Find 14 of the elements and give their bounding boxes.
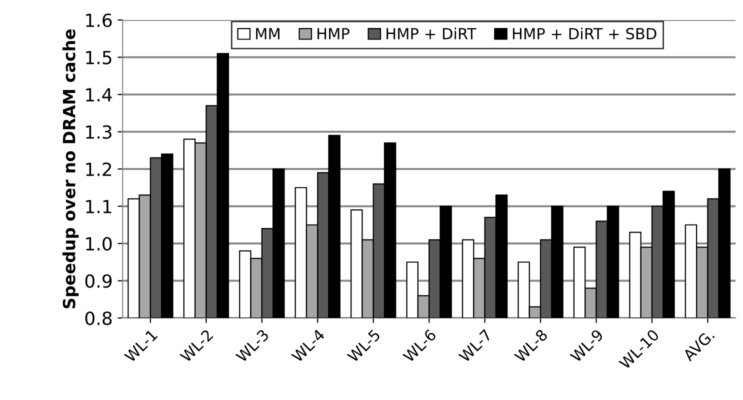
y-tick-label: 0.8 xyxy=(85,311,112,326)
y-tick-label: 1.3 xyxy=(86,125,112,139)
y-tick-label: 1.5 xyxy=(86,50,112,64)
y-tick-label: 0.9 xyxy=(85,274,112,288)
legend-label: HMP + DiRT + SBD xyxy=(512,28,656,40)
legend-label: HMP + DiRT xyxy=(386,28,476,40)
legend-label: HMP xyxy=(318,28,350,40)
y-axis-title: Speedup over no DRAM cache xyxy=(62,29,79,308)
legend-label: MM xyxy=(256,28,280,40)
y-tick-label: 1.1 xyxy=(86,200,112,214)
y-tick-label: 1.4 xyxy=(86,88,112,102)
y-tick-label: 1.6 xyxy=(86,13,112,28)
y-tick-label: 1.0 xyxy=(86,236,112,251)
y-tick-label: 1.2 xyxy=(86,162,112,176)
